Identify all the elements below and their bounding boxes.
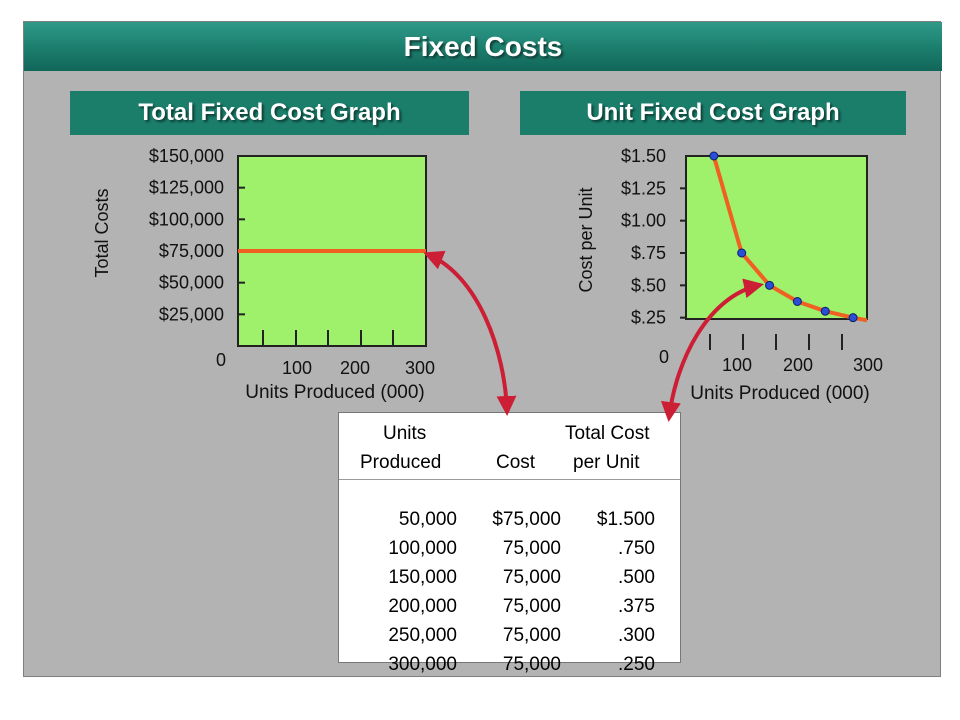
right-x-tick-label: 300 <box>853 355 883 375</box>
table-cell: 200,000 <box>388 596 457 617</box>
table-divider <box>339 479 680 480</box>
right-data-point <box>709 151 719 161</box>
right-x-tick-label: 100 <box>722 355 752 375</box>
left-y-tick-label: $75,000 <box>159 241 224 261</box>
right-plot-area <box>685 155 868 320</box>
table-cell: 75,000 <box>502 654 561 675</box>
table-header-total-cost: Total Cost <box>565 423 650 444</box>
table-cell: $75,000 <box>492 509 561 530</box>
left-y-tick-label: $125,000 <box>149 178 224 198</box>
total-fixed-cost-graph-title: Total Fixed Cost Graph <box>70 91 469 135</box>
right-connector-arrow <box>660 278 764 422</box>
right-x-origin-label: 0 <box>659 347 669 367</box>
title-banner <box>24 22 942 71</box>
left-x-origin-label: 0 <box>216 350 226 370</box>
left-x-tick-label: 100 <box>282 358 312 378</box>
right-y-tick-label: $.50 <box>631 275 666 295</box>
table-header-per-unit: per Unit <box>573 452 640 473</box>
left-y-tick-label: $100,000 <box>149 209 224 229</box>
left-x-axis-label: Units Produced (000) <box>245 382 425 403</box>
cost-table: Units Produced Cost Total Cost per Unit … <box>338 412 681 675</box>
table-cell: 75,000 <box>502 538 561 559</box>
table-cell: .300 <box>618 625 655 646</box>
table-cell: .750 <box>618 538 655 559</box>
table-cell: 50,000 <box>398 509 457 530</box>
table-cell: 75,000 <box>502 596 561 617</box>
total-fixed-cost-chart: Total Costs Units Produced (000) 0 $25,0… <box>92 146 435 403</box>
left-x-tick-label: 200 <box>340 358 370 378</box>
right-y-axis-label: Cost per Unit <box>576 187 596 292</box>
left-y-tick-label: $50,000 <box>159 273 224 293</box>
table-cell: 250,000 <box>388 625 457 646</box>
right-y-tick-label: $.75 <box>631 243 666 263</box>
right-y-tick-label: $1.25 <box>621 178 666 198</box>
right-data-point <box>820 306 830 316</box>
table-header-units: Units <box>383 423 427 444</box>
left-connector-arrow <box>423 250 517 416</box>
right-data-point <box>848 313 858 323</box>
slide-title: Fixed Costs <box>403 31 563 62</box>
right-x-tick-label: 200 <box>783 355 813 375</box>
right-y-tick-label: $.25 <box>631 308 666 328</box>
table-header-cost: Cost <box>496 452 536 473</box>
slide: Fixed Costs Total Fixed Cost Graph Unit … <box>23 21 942 677</box>
right-data-point <box>765 280 775 290</box>
table-cell: 100,000 <box>388 538 457 559</box>
table-cell: 75,000 <box>502 625 561 646</box>
table-cell: $1.500 <box>596 509 655 530</box>
unit-fixed-cost-chart: Cost per Unit Units Produced (000) 0 $.2… <box>576 146 883 404</box>
right-x-axis-label: Units Produced (000) <box>690 383 870 404</box>
right-data-point <box>737 248 747 258</box>
left-x-tick-label: 300 <box>405 358 435 378</box>
table-header-produced: Produced <box>360 452 442 473</box>
left-y-tick-label: $25,000 <box>159 304 224 324</box>
unit-fixed-cost-graph-title: Unit Fixed Cost Graph <box>520 91 906 135</box>
table-cell: 300,000 <box>388 654 457 675</box>
right-y-tick-label: $1.50 <box>621 146 666 166</box>
table-cell: 75,000 <box>502 567 561 588</box>
table-cell: .500 <box>618 567 655 588</box>
table-cell: .250 <box>618 654 655 675</box>
right-y-tick-label: $1.00 <box>621 211 666 231</box>
left-y-axis-label: Total Costs <box>92 188 112 277</box>
right-data-point <box>792 297 802 306</box>
table-cell: 150,000 <box>388 567 457 588</box>
table-cell: .375 <box>618 596 655 617</box>
left-y-tick-label: $150,000 <box>149 146 224 166</box>
